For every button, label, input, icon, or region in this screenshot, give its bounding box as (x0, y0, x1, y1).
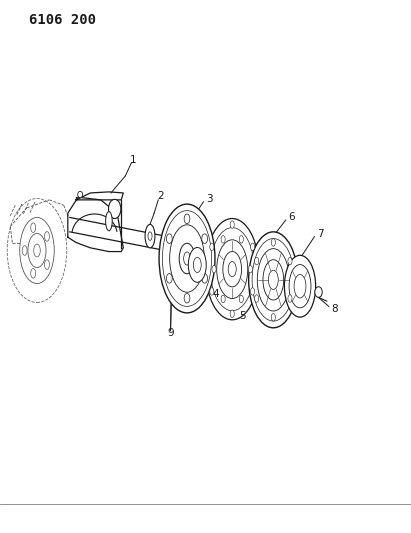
Ellipse shape (239, 295, 243, 303)
Ellipse shape (294, 274, 306, 298)
Text: 8: 8 (332, 304, 338, 314)
Text: 4: 4 (212, 289, 219, 299)
Ellipse shape (254, 257, 259, 265)
Ellipse shape (78, 191, 83, 198)
Text: 2: 2 (157, 191, 164, 201)
Ellipse shape (251, 243, 255, 251)
Ellipse shape (20, 217, 54, 284)
Text: 7: 7 (317, 229, 324, 239)
Ellipse shape (252, 239, 295, 321)
Ellipse shape (248, 265, 252, 273)
Ellipse shape (284, 255, 316, 317)
Ellipse shape (109, 199, 121, 219)
Text: 6106 200: 6106 200 (29, 13, 96, 27)
Ellipse shape (170, 225, 204, 292)
Ellipse shape (271, 239, 275, 246)
Ellipse shape (184, 293, 190, 303)
Ellipse shape (230, 221, 234, 228)
Ellipse shape (210, 288, 214, 295)
Text: 5: 5 (239, 311, 246, 321)
Ellipse shape (268, 270, 278, 289)
Ellipse shape (206, 219, 259, 320)
Text: 6: 6 (289, 213, 295, 222)
Ellipse shape (221, 295, 225, 303)
Ellipse shape (249, 232, 298, 328)
Ellipse shape (184, 214, 190, 224)
Ellipse shape (193, 257, 201, 272)
Ellipse shape (263, 260, 284, 300)
Ellipse shape (289, 264, 311, 308)
Ellipse shape (106, 212, 112, 231)
Ellipse shape (223, 252, 242, 287)
Ellipse shape (166, 234, 172, 244)
Ellipse shape (202, 234, 208, 244)
Ellipse shape (251, 288, 255, 295)
Text: 3: 3 (206, 194, 213, 204)
Ellipse shape (188, 247, 206, 282)
Ellipse shape (288, 257, 292, 265)
Ellipse shape (210, 228, 254, 311)
Ellipse shape (257, 248, 289, 311)
Ellipse shape (271, 313, 275, 321)
Ellipse shape (254, 295, 259, 302)
Text: 9: 9 (167, 328, 174, 338)
Ellipse shape (28, 233, 46, 268)
Ellipse shape (221, 236, 225, 243)
Ellipse shape (230, 310, 234, 318)
Ellipse shape (148, 232, 152, 240)
Ellipse shape (22, 246, 27, 255)
Ellipse shape (210, 243, 214, 251)
Ellipse shape (44, 232, 49, 241)
Ellipse shape (34, 244, 40, 257)
Ellipse shape (31, 269, 36, 278)
Ellipse shape (202, 273, 208, 283)
Ellipse shape (228, 262, 236, 277)
Ellipse shape (184, 252, 190, 265)
Ellipse shape (217, 240, 248, 298)
Ellipse shape (145, 224, 155, 248)
Ellipse shape (159, 204, 215, 313)
Ellipse shape (315, 287, 322, 297)
Text: 1: 1 (130, 155, 137, 165)
Ellipse shape (31, 223, 36, 232)
Ellipse shape (288, 295, 292, 302)
Ellipse shape (166, 273, 172, 283)
Ellipse shape (44, 260, 49, 269)
Ellipse shape (179, 243, 195, 274)
Ellipse shape (212, 265, 216, 273)
Ellipse shape (162, 211, 212, 306)
Ellipse shape (239, 236, 243, 243)
Ellipse shape (7, 199, 67, 303)
